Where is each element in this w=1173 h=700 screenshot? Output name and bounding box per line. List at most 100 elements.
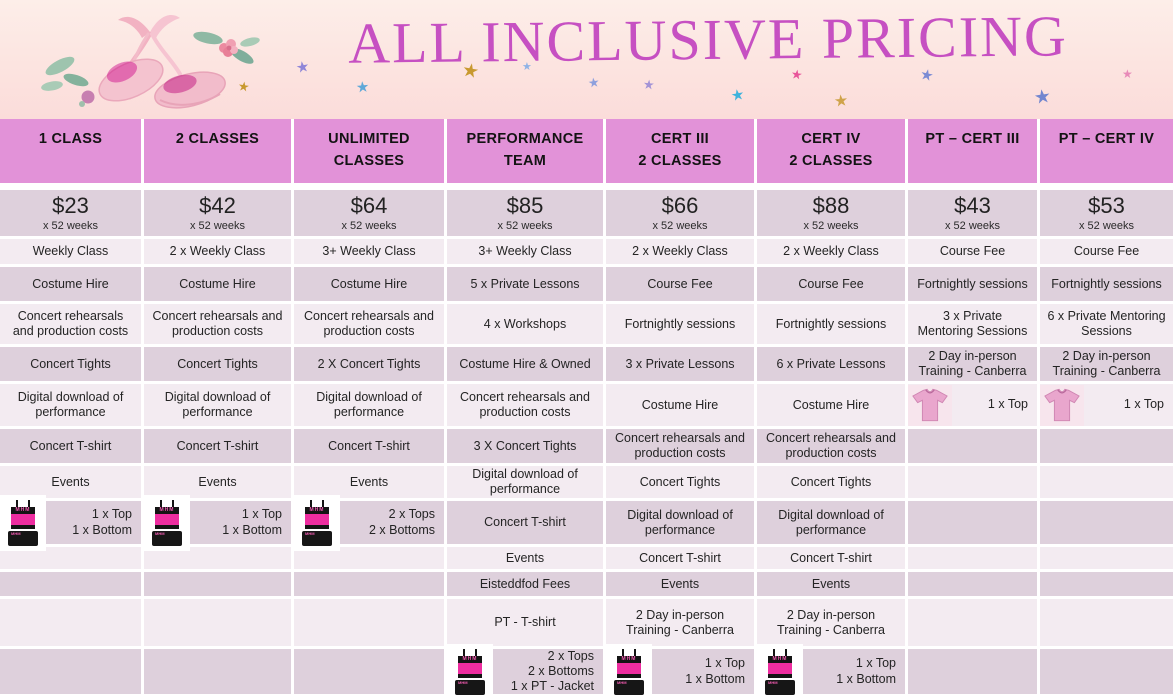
empty-cell [1040, 429, 1173, 463]
header-divider [908, 186, 1037, 187]
header-divider [144, 186, 291, 187]
empty-cell [0, 599, 141, 646]
inclusion-cell: Eisteddfod Fees [447, 572, 603, 596]
cami-top-graphic: MHM [458, 648, 482, 678]
empty-cell [908, 599, 1037, 646]
inclusion-cell: Concert rehearsals and production costs [144, 304, 291, 344]
header-divider [294, 186, 444, 187]
page-title: ALL INCLUSIVE PRICING [347, 2, 1069, 76]
inclusion-cell: 3 X Concert Tights [447, 429, 603, 463]
cami-straps [305, 499, 329, 507]
header-cell-4: PERFORMANCE TEAM [447, 119, 603, 183]
inclusion-cell: Digital download of performance [757, 501, 905, 544]
leaves-left [41, 56, 95, 107]
uniform-quantity-line: 2 x Tops [547, 648, 594, 663]
cami-body [458, 662, 482, 674]
inclusion-cell: 2 Day in-person Training - Canberra [606, 599, 754, 646]
inclusion-cell: Weekly Class [0, 239, 141, 264]
cami-hem [11, 524, 35, 529]
inclusion-cell: Fortnightly sessions [606, 304, 754, 344]
cami-body [11, 513, 35, 525]
tshirt-icon [912, 388, 948, 421]
inclusion-cell: 5 x Private Lessons [447, 267, 603, 301]
star-icon: ★ [460, 59, 481, 84]
inclusion-cell: Fortnightly sessions [757, 304, 905, 344]
empty-cell [1040, 547, 1173, 569]
inclusion-cell: Concert rehearsals and production costs [447, 384, 603, 426]
price-period: x 52 weeks [497, 220, 553, 233]
pink-tshirt-image [1040, 384, 1084, 426]
cami-logo-band: MHM [768, 655, 792, 663]
price-cell-5: $66 x 52 weeks [606, 190, 754, 236]
star-icon: ★ [587, 74, 601, 91]
uniform-set-image: MHM MHM [294, 494, 340, 551]
inclusion-cell: 2 x Weekly Class [757, 239, 905, 264]
inclusion-cell: Concert rehearsals and production costs [757, 429, 905, 463]
cami-logo-band: MHM [155, 506, 179, 514]
cami-top-graphic: MHM [768, 648, 792, 678]
inclusion-cell: Concert T-shirt [294, 429, 444, 463]
cami-straps [155, 499, 179, 507]
shorts-graphic: MHM [8, 530, 38, 546]
cami-straps [458, 648, 482, 656]
price-period: x 52 weeks [42, 220, 99, 233]
price-cell-4: $85 x 52 weeks [447, 190, 603, 236]
price-cell-7: $43 x 52 weeks [908, 190, 1037, 236]
inclusion-cell: Concert T-shirt [144, 429, 291, 463]
inclusion-cell: Course Fee [1040, 239, 1173, 264]
empty-cell [1040, 572, 1173, 596]
inclusion-cell-with-image: MHM MHM 2 x Tops 2 x Bottoms 1 x PT - Jacket [447, 643, 603, 700]
header-divider [0, 186, 141, 187]
empty-cell [144, 599, 291, 646]
empty-cell [294, 599, 444, 646]
inclusion-cell: Concert T-shirt [447, 501, 603, 544]
inclusion-cell: Course Fee [606, 267, 754, 301]
uniform-set-image: MHM MHM [0, 494, 46, 551]
price-period: x 52 weeks [944, 220, 1001, 233]
inclusion-cell: Costume Hire [0, 267, 141, 301]
uniform-quantity-line: 1 x Bottom [222, 522, 282, 537]
pointe-shoe-right [154, 71, 226, 109]
price-amount: $64 [350, 192, 388, 218]
uniform-quantity-label: 1 x Top 1 x Bottom [72, 507, 132, 538]
inclusion-cell: 2 Day in-person Training - Canberra [1040, 347, 1173, 381]
inclusion-cell: Concert T-shirt [0, 429, 141, 463]
banner: ALL INCLUSIVE PRICING ★ ★ ★ ★ ★ ★ ★ ★ ★ ★ ★ ★ ★ [0, 0, 1173, 119]
uniform-quantity-line: 1 x Top [241, 507, 282, 522]
empty-cell [1040, 649, 1173, 694]
inclusion-cell: 3 x Private Mentoring Sessions [908, 304, 1037, 344]
empty-cell [0, 547, 141, 569]
inclusion-cell: Fortnightly sessions [908, 267, 1037, 301]
star-icon: ★ [1122, 67, 1133, 81]
inclusion-cell: 2 x Weekly Class [606, 239, 754, 264]
cami-body [617, 662, 641, 674]
empty-cell [908, 466, 1037, 498]
cami-straps [617, 648, 641, 656]
star-icon: ★ [1032, 85, 1053, 110]
inclusion-cell: Events [144, 466, 291, 498]
inclusion-cell-with-image: MHM MHM 2 x Tops 2 x Bottoms [294, 494, 444, 551]
inclusion-cell: Concert rehearsals and production costs [606, 429, 754, 463]
inclusion-cell: Digital download of performance [606, 501, 754, 544]
inclusion-cell: Costume Hire [606, 384, 754, 426]
inclusion-cell: 6 x Private Lessons [757, 347, 905, 381]
shorts-graphic: MHM [152, 530, 182, 546]
empty-cell [0, 649, 141, 694]
inclusion-cell: 2 Day in-person Training - Canberra [757, 599, 905, 646]
price-period: x 52 weeks [1078, 220, 1135, 233]
uniform-quantity-label: 1 x Top 1 x Bottom [836, 656, 896, 687]
inclusion-cell: Concert T-shirt [757, 547, 905, 569]
empty-cell [908, 547, 1037, 569]
inclusion-cell: Events [294, 466, 444, 498]
cami-hem [155, 524, 179, 529]
inclusion-cell: 3+ Weekly Class [447, 239, 603, 264]
price-amount: $53 [1088, 192, 1125, 218]
price-amount: $66 [661, 192, 699, 218]
star-icon: ★ [918, 65, 936, 86]
pricing-table: 1 CLASS 2 CLASSES UNLIMITED CLASSES PERFORM… [0, 119, 1173, 700]
star-icon: ★ [833, 92, 850, 111]
inclusion-cell: 4 x Workshops [447, 304, 603, 344]
uniform-quantity-line: 2 x Bottoms [528, 663, 594, 678]
empty-cell [1040, 599, 1173, 646]
cami-straps [768, 648, 792, 656]
